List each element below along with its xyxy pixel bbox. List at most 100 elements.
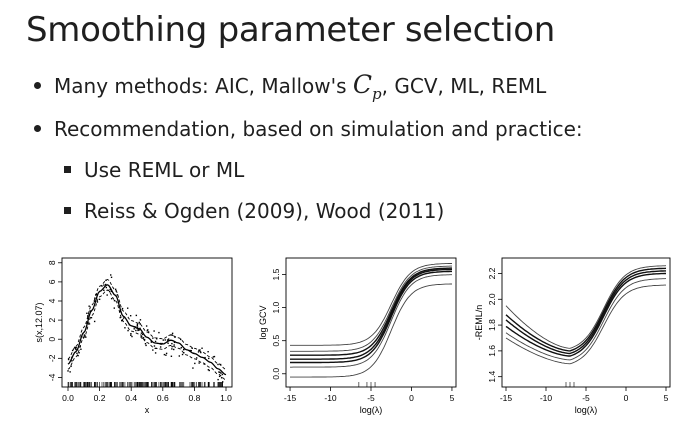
y-tick-label: 1.6	[487, 345, 497, 357]
data-point	[109, 290, 111, 293]
data-point	[201, 347, 203, 349]
data-point	[135, 314, 138, 317]
data-point	[171, 334, 174, 336]
data-point	[190, 349, 192, 352]
data-point	[139, 319, 142, 321]
data-point	[141, 333, 144, 336]
data-point	[75, 348, 77, 351]
data-point	[208, 369, 210, 372]
y-tick-label: 0.5	[271, 335, 281, 347]
data-point	[212, 356, 215, 358]
data-point	[70, 365, 72, 368]
data-point	[93, 320, 96, 323]
data-point	[221, 373, 224, 376]
data-point	[119, 316, 121, 319]
data-point	[141, 337, 143, 339]
y-tick-label: 4	[47, 298, 57, 303]
data-point	[217, 363, 219, 366]
x-axis-label: x	[145, 405, 150, 415]
x-tick-label: 1.0	[220, 393, 232, 403]
data-point	[110, 276, 113, 279]
data-point	[85, 336, 87, 338]
data-point	[173, 344, 175, 346]
data-point	[110, 274, 112, 276]
data-point	[183, 348, 185, 351]
data-point	[173, 341, 176, 344]
bullet-methods-post: , GCV, ML, REML	[381, 74, 547, 98]
reml-curve	[505, 284, 666, 365]
fitted-curve	[67, 284, 227, 376]
data-point	[156, 338, 158, 340]
data-point	[178, 355, 181, 357]
data-point	[71, 360, 73, 362]
data-point	[152, 337, 154, 339]
x-tick-label: -15	[284, 393, 297, 403]
gcv-curve	[290, 265, 452, 352]
y-tick-label: 1.0	[271, 301, 281, 313]
plot-frame	[285, 257, 457, 388]
data-point	[88, 305, 90, 307]
data-point	[130, 332, 132, 335]
data-point	[88, 323, 91, 325]
data-point	[71, 349, 74, 352]
y-axis-label: log GCV	[258, 305, 268, 339]
data-point	[219, 371, 221, 374]
data-point	[199, 349, 201, 351]
y-tick-label: -4	[47, 373, 57, 381]
y-tick-label: 1.4	[487, 371, 497, 383]
data-point	[218, 371, 220, 373]
data-point	[204, 356, 206, 359]
data-point	[78, 352, 80, 354]
data-point	[136, 323, 139, 326]
data-point	[80, 348, 82, 350]
data-point	[138, 321, 141, 324]
log-gcv-plot: -15 -10 -5 0 5 0.0 0.5 1.0 1.5 log(λ) log GCV	[258, 257, 457, 415]
data-point	[136, 324, 139, 327]
subbullet-reml: Use REML or ML	[64, 158, 244, 182]
data-point	[159, 346, 162, 348]
subbullet-references: Reiss & Ogden (2009), Wood (2011)	[64, 199, 444, 223]
data-point	[105, 286, 108, 289]
data-point	[139, 323, 141, 325]
x-axis-label: log(λ)	[575, 405, 598, 415]
y-tick-label: 0	[47, 337, 57, 342]
data-point	[198, 362, 200, 364]
data-point	[90, 316, 93, 319]
reml-curve	[505, 265, 667, 349]
data-point	[126, 307, 129, 309]
x-tick-label: 0.6	[157, 393, 169, 403]
slide-title: Smoothing parameter selection	[26, 10, 555, 50]
y-tick-label: 0.0	[271, 368, 281, 380]
x-axis-label: log(λ)	[360, 405, 383, 415]
data-point	[181, 353, 184, 356]
reml-curve	[505, 270, 666, 355]
data-point	[171, 348, 173, 350]
data-point	[154, 340, 157, 343]
plot-frame	[501, 257, 671, 388]
data-point	[140, 336, 142, 338]
data-point	[101, 285, 103, 287]
x-tick-label: -10	[540, 393, 553, 403]
data-point	[105, 283, 107, 286]
data-point	[110, 297, 113, 300]
data-point	[145, 344, 147, 347]
data-point	[114, 288, 117, 291]
x-tick-label: 0	[624, 393, 629, 403]
bullet-square-icon	[64, 166, 71, 173]
data-point	[75, 346, 77, 349]
x-tick-label: 0.4	[125, 393, 137, 403]
data-point	[84, 335, 86, 337]
data-point	[131, 335, 133, 338]
data-point	[167, 339, 169, 341]
data-point	[87, 315, 89, 317]
data-point	[171, 342, 173, 345]
data-point	[76, 352, 78, 355]
data-point	[165, 352, 168, 355]
data-point	[207, 369, 210, 371]
data-point	[220, 372, 222, 374]
math-cp: Cp	[353, 70, 382, 103]
data-point	[113, 307, 115, 309]
gcv-curve	[290, 267, 452, 356]
data-point	[194, 362, 196, 365]
bullet-square-icon	[64, 207, 71, 214]
